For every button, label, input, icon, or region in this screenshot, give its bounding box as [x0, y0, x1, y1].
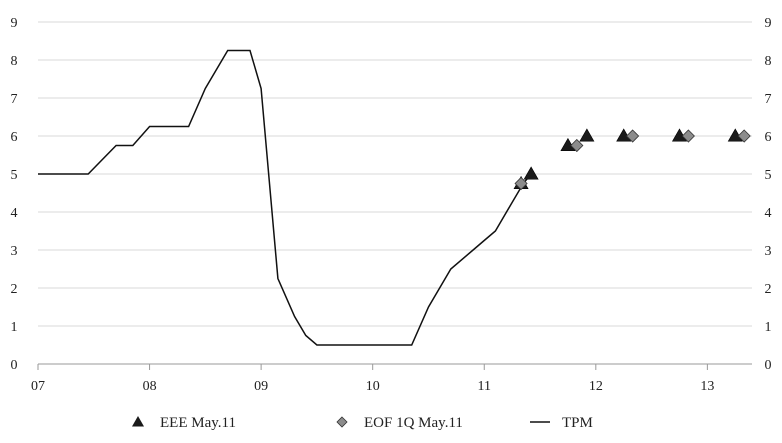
y-tick-label-right-4: 4: [765, 206, 772, 221]
y-tick-label-left-1: 1: [11, 320, 18, 335]
axes: 0 01 12 23 34 45 56 67 78 89 907 08 09 10 11 12 13: [11, 16, 772, 394]
y-tick-label-right-2: 2: [765, 282, 772, 297]
y-tick-label-right-6: 6: [765, 130, 772, 145]
y-tick-label-left-7: 7: [11, 92, 18, 107]
marker-eof-1q-may-11-2: [626, 129, 640, 143]
marker-eof-1q-may-11-3: [681, 129, 695, 143]
legend: EEE May.11 EOF 1Q May.11 TPM: [132, 415, 593, 431]
series: [38, 49, 751, 346]
y-tick-label-left-3: 3: [11, 244, 18, 259]
y-tick-label-left-4: 4: [11, 206, 18, 221]
y-tick-label-left-9: 9: [11, 16, 18, 31]
y-tick-label-left-6: 6: [11, 130, 18, 145]
y-tick-label-right-5: 5: [765, 168, 772, 183]
x-tick-label-07: 07: [31, 379, 45, 394]
y-tick-label-left-2: 2: [11, 282, 18, 297]
y-tick-label-left-5: 5: [11, 168, 18, 183]
x-tick-label-13: 13: [700, 379, 714, 394]
marker-eof-1q-may-11-1: [570, 138, 584, 153]
legend-symbol-eof-1q-may-11: [336, 416, 348, 428]
legend-label-eof-1q-may-11: EOF 1Q May.11: [364, 415, 463, 431]
y-tick-label-left-0: 0: [11, 358, 18, 373]
y-tick-label-right-7: 7: [765, 92, 772, 107]
y-tick-label-right-8: 8: [765, 54, 772, 69]
marker-eof-1q-may-11-4: [737, 129, 751, 143]
y-tick-label-left-8: 8: [11, 54, 18, 69]
x-tick-label-12: 12: [589, 379, 603, 394]
legend-label-tpm: TPM: [562, 415, 593, 431]
x-tick-label-11: 11: [478, 379, 491, 394]
legend-label-eee-may-11: EEE May.11: [160, 415, 236, 431]
x-tick-label-08: 08: [143, 379, 157, 394]
marker-eee-may-11-3: [579, 128, 595, 142]
y-tick-label-right-3: 3: [765, 244, 772, 259]
y-tick-label-right-9: 9: [765, 16, 772, 31]
y-tick-label-right-0: 0: [765, 358, 772, 373]
y-tick-label-right-1: 1: [765, 320, 772, 335]
marker-eof-1q-may-11-0: [514, 176, 528, 191]
marker-eee-may-11-1: [523, 166, 539, 180]
x-tick-label-10: 10: [366, 379, 380, 394]
gridlines: [38, 21, 752, 327]
series-line-tpm: [38, 49, 532, 346]
x-tick-label-09: 09: [254, 379, 268, 394]
legend-symbol-eee-may-11: [132, 416, 144, 427]
